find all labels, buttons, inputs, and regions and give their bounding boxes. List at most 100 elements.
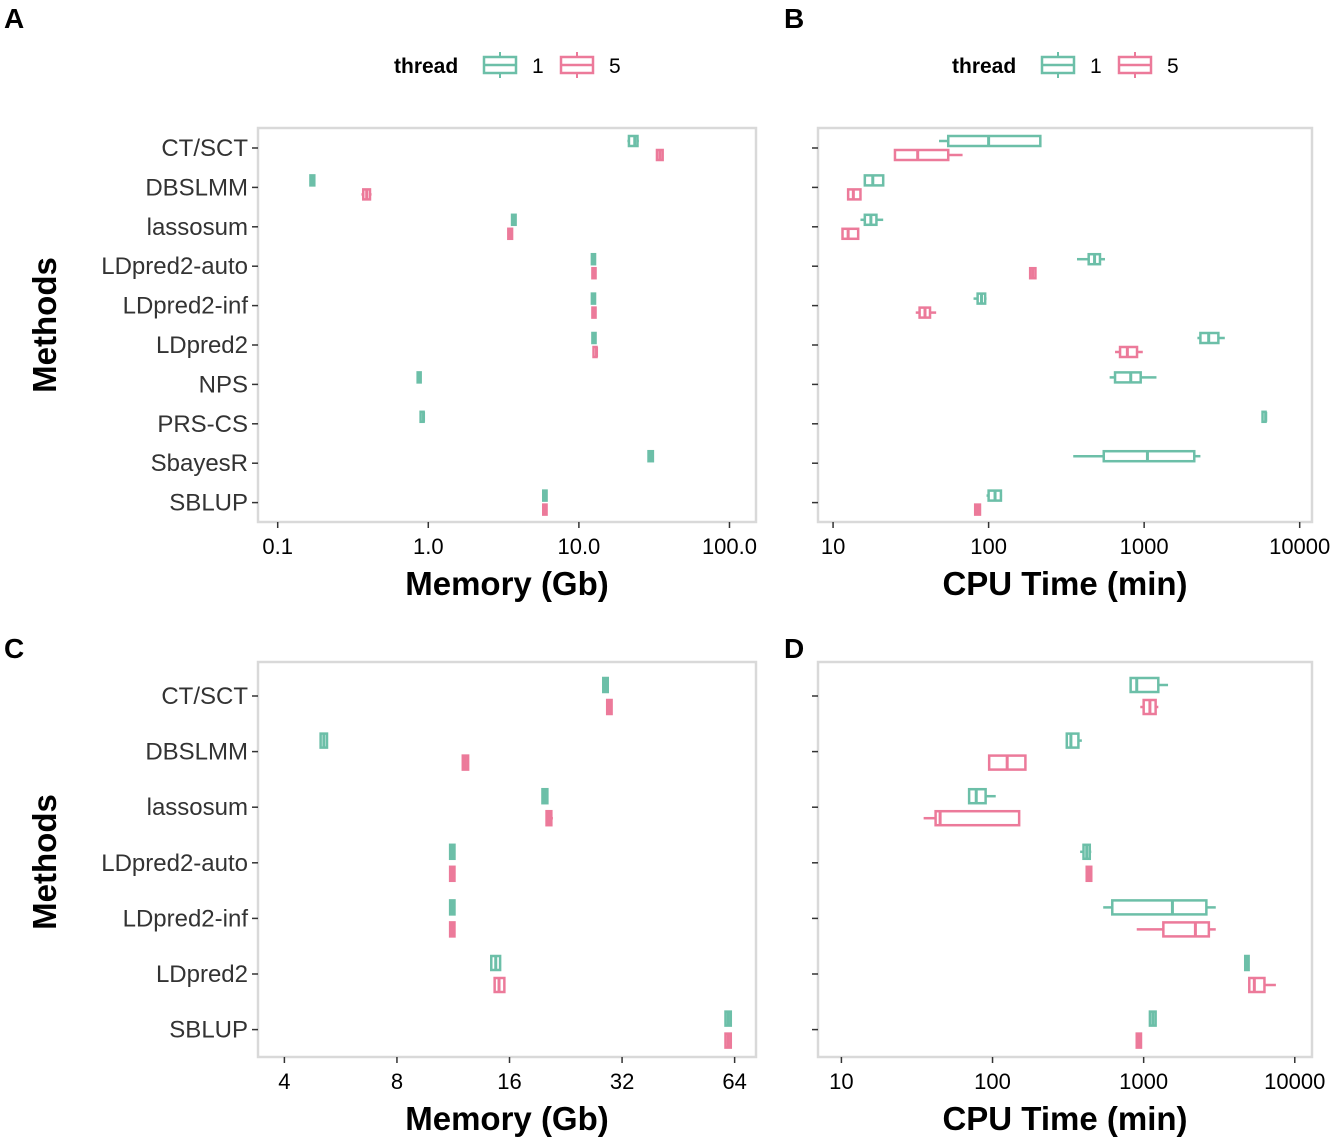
x-tick-label: 100.0 — [702, 534, 757, 559]
legend-label-5: 5 — [609, 55, 621, 78]
box-lassosum-thread-1 — [541, 787, 549, 805]
x-tick-label: 10000 — [1269, 534, 1330, 559]
category-label-sbayesr: SbayesR — [151, 450, 248, 477]
box-ldpred2-thread-5 — [592, 345, 599, 359]
box-ldpred2-auto-thread-5 — [591, 266, 597, 280]
panel-letter-b: B — [784, 3, 804, 34]
box-prs-cs-thread-1 — [419, 410, 426, 424]
legend-a: thread 1 5 — [394, 52, 621, 78]
category-label-nps: NPS — [199, 371, 248, 398]
box-ldpred2-thread-1 — [490, 954, 502, 972]
x-tick-label: 10 — [829, 1069, 853, 1094]
panel-letter-c: C — [4, 633, 24, 664]
box-dbslmm-thread-5 — [461, 754, 470, 771]
legend-key-thread-5 — [1117, 52, 1153, 78]
box — [1162, 921, 1211, 938]
box-ldpred2-thread-1 — [1197, 331, 1225, 345]
box-ct-sct-thread-1 — [627, 134, 639, 148]
box-dbslmm-thread-1 — [1065, 732, 1082, 749]
x-tick-label: 8 — [391, 1069, 403, 1094]
box-ldpred2-auto-thread-1 — [1076, 252, 1105, 266]
box-dbslmm-thread-1 — [319, 732, 329, 749]
box-sblup-thread-5 — [1135, 1032, 1143, 1049]
category-label-ldpred2: LDpred2 — [156, 332, 248, 359]
category-label-ldpred2-inf: LDpred2-inf — [123, 905, 249, 932]
box-ct-sct-thread-1 — [602, 676, 610, 694]
box-dbslmm-thread-1 — [863, 174, 885, 187]
box-lassosum-thread-5 — [545, 809, 553, 827]
box-ct-sct-thread-5 — [605, 698, 613, 716]
x-tick-label: 4 — [278, 1069, 290, 1094]
box — [1129, 676, 1160, 694]
box — [1065, 732, 1080, 749]
y-axis-title-c: Methods — [26, 794, 63, 930]
box-sblup-thread-5 — [542, 503, 548, 516]
box-sblup-thread-5 — [724, 1032, 733, 1049]
category-label-ldpred2-auto: LDpred2-auto — [101, 253, 248, 280]
box-sblup-thread-1 — [1148, 1010, 1157, 1027]
panel-b-cpu-time-plot: 10 100 1000 10000 CPU Time (min) — [812, 126, 1330, 602]
box-ldpred2-inf-thread-5 — [1136, 921, 1216, 938]
category-label-lassosum: lassosum — [147, 214, 248, 241]
box-ldpred2-thread-5 — [1248, 976, 1276, 994]
x-axis-title: CPU Time (min) — [942, 1100, 1187, 1137]
panel-c-memory-plot: 4 8 16 32 64 Memory (Gb) CT/SCT DBSLMM lassosum L… — [101, 660, 758, 1137]
box-ldpred2-thread-1 — [591, 331, 597, 345]
category-label-dbslmm: DBSLMM — [145, 739, 248, 766]
x-tick-label: 1000 — [1120, 534, 1169, 559]
x-axis-title: Memory (Gb) — [405, 1100, 609, 1137]
panel-d-cpu-time-plot: 10 100 1000 10000 CPU Time (min) — [812, 660, 1325, 1137]
plot-frame — [256, 660, 758, 1059]
category-label-prs-cs: PRS-CS — [157, 411, 248, 438]
x-tick-label: 10.0 — [557, 534, 600, 559]
category-label-ldpred2-inf: LDpred2-inf — [123, 293, 249, 320]
box-ldpred2-thread-1 — [1243, 954, 1250, 972]
box-dbslmm-thread-1 — [309, 174, 316, 187]
box-lassosum-thread-5 — [923, 809, 1021, 827]
x-tick-label: 100 — [970, 534, 1007, 559]
x-tick-label: 1.0 — [413, 534, 444, 559]
box-ldpred2-inf-thread-5 — [591, 306, 597, 319]
box — [627, 134, 639, 148]
x-tick-label: 10 — [821, 534, 845, 559]
box-ldpred2-thread-5 — [493, 976, 506, 994]
x-tick-label: 16 — [497, 1069, 521, 1094]
box — [893, 148, 950, 162]
box — [946, 134, 1042, 148]
legend-key-thread-5 — [559, 52, 595, 78]
box-ct-sct-thread-1 — [1129, 676, 1169, 694]
category-label-dbslmm: DBSLMM — [145, 174, 248, 201]
box-lassosum-thread-5 — [841, 227, 860, 241]
category-label-ldpred2-auto: LDpred2-auto — [101, 850, 248, 877]
plot-frame — [816, 126, 1314, 524]
box-ldpred2-auto-thread-5 — [1028, 266, 1037, 280]
plot-frame — [256, 126, 758, 524]
box-nps-thread-1 — [416, 371, 422, 384]
box-ldpred2-inf-thread-5 — [915, 306, 937, 319]
box-ldpred2-inf-thread-1 — [448, 899, 456, 916]
x-tick-label: 1000 — [1119, 1069, 1168, 1094]
box-lassosum-thread-1 — [967, 787, 996, 805]
category-label-ct-sct: CT/SCT — [161, 683, 248, 710]
legend-title: thread — [952, 55, 1016, 78]
box-ldpred2-auto-thread-1 — [1080, 843, 1092, 861]
box-nps-thread-1 — [1109, 371, 1157, 384]
x-axis-title: Memory (Gb) — [405, 565, 609, 602]
box — [1113, 371, 1142, 384]
legend-title: thread — [394, 55, 458, 78]
plot-frame — [816, 660, 1314, 1059]
x-tick-label: 64 — [722, 1069, 746, 1094]
box-lassosum-thread-1 — [860, 213, 884, 227]
box — [1111, 899, 1208, 916]
box-sbayesr-thread-1 — [647, 449, 655, 463]
category-label-ldpred2: LDpred2 — [156, 961, 248, 988]
box-dbslmm-thread-5 — [361, 188, 372, 201]
category-label-lassosum: lassosum — [147, 794, 248, 821]
legend-label-1: 1 — [1090, 55, 1102, 78]
panel-a-memory-plot: 0.1 1.0 10.0 100.0 Memory (Gb) CT/SCT DBSLMM la… — [101, 126, 758, 602]
box-ct-sct-thread-5 — [1140, 698, 1159, 716]
x-tick-label: 0.1 — [262, 534, 293, 559]
box-ct-sct-thread-5 — [655, 148, 664, 162]
category-label-ct-sct: CT/SCT — [161, 135, 248, 162]
box-sblup-thread-5 — [973, 503, 982, 516]
